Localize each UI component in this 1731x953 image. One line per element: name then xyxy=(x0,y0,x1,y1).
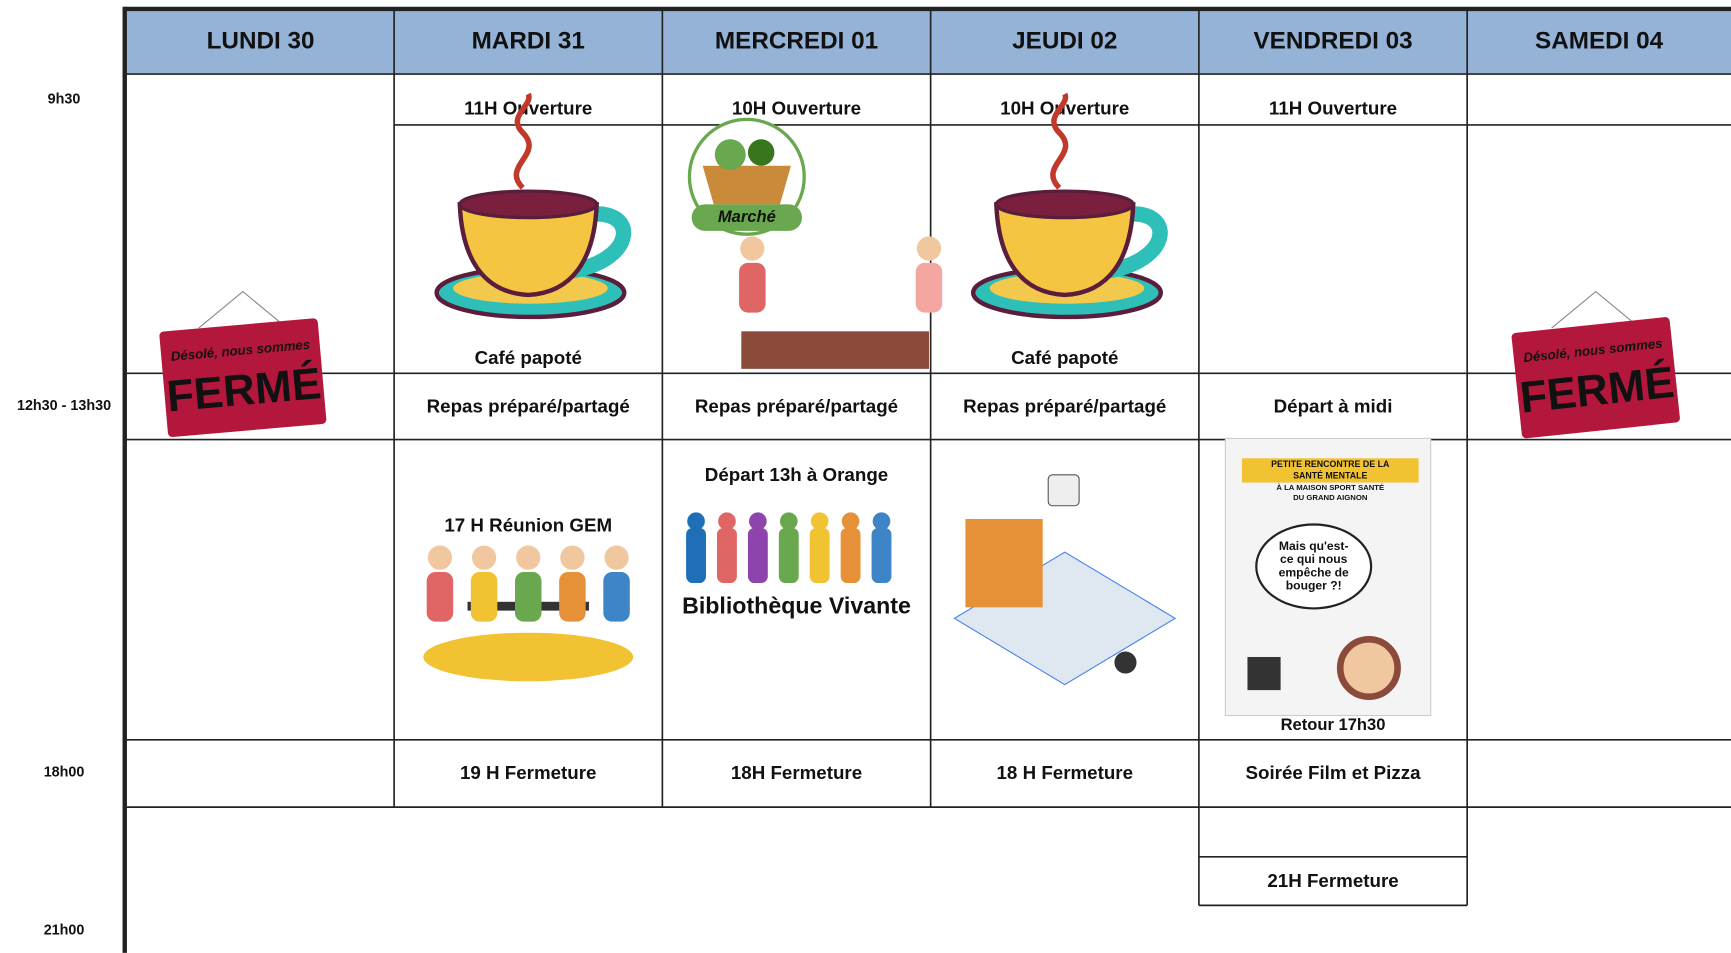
silhouette-head xyxy=(718,512,736,531)
silhouette xyxy=(809,527,830,584)
cell-text: 17 H Réunion GEM xyxy=(444,515,612,536)
coffee xyxy=(994,189,1135,220)
cell-text: 10H Ouverture xyxy=(732,97,861,118)
silhouette-head xyxy=(687,512,705,531)
cell-text: 11H Ouverture xyxy=(464,97,592,118)
person-head xyxy=(740,236,765,261)
cell-text: SANTÉ MENTALE xyxy=(1293,470,1367,480)
cell-text: 12h30 - 13h30 xyxy=(17,398,111,414)
sign-string xyxy=(198,290,288,329)
person-head xyxy=(516,545,541,570)
cell-text: 9h30 xyxy=(48,91,81,107)
cell-text: À LA MAISON SPORT SANTÉ xyxy=(1276,483,1384,492)
silhouette xyxy=(686,527,706,584)
person-body xyxy=(603,571,630,622)
cell-text: 19 H Fermeture xyxy=(460,762,597,783)
coffee xyxy=(458,189,599,220)
sign-string xyxy=(1551,290,1641,329)
cell-text: Café papoté xyxy=(475,347,582,368)
cell-text: Soirée Film et Pizza xyxy=(1245,762,1421,783)
silhouette-head xyxy=(841,512,860,531)
handle xyxy=(570,206,632,279)
person-body xyxy=(514,571,542,622)
cell-text: 11H Ouverture xyxy=(1269,97,1397,118)
cell-text: Repas préparé/partagé xyxy=(963,395,1166,416)
person-head xyxy=(916,236,942,261)
silhouette xyxy=(778,527,799,584)
silhouette xyxy=(747,527,768,584)
handle xyxy=(1107,206,1168,279)
poster-face xyxy=(1336,636,1401,701)
header-row xyxy=(126,8,1731,75)
silhouette-head xyxy=(749,512,767,531)
silhouette-head xyxy=(872,512,891,531)
silhouette-head xyxy=(779,512,798,531)
steam xyxy=(513,92,532,190)
cup-body xyxy=(457,202,599,298)
cell-text: Départ à midi xyxy=(1274,395,1393,416)
sign-board xyxy=(159,318,327,438)
cell-text: DU GRAND AIGNON xyxy=(1293,493,1368,502)
sign-board xyxy=(1511,317,1680,439)
veg xyxy=(747,139,775,166)
cell-text: MERCREDI 01 xyxy=(715,28,878,55)
poster-bubble xyxy=(1255,523,1373,610)
cell-text: VENDREDI 03 xyxy=(1253,28,1412,55)
silhouette xyxy=(871,527,892,584)
cell-text: 18H Fermeture xyxy=(731,762,862,783)
cell-text: PETITE RENCONTRE DE LA xyxy=(1271,459,1390,469)
cell-text: ce qui nous xyxy=(1280,552,1348,566)
cell-text: Retour 17h30 xyxy=(1281,715,1386,734)
rug xyxy=(423,632,634,682)
cell-text: 21H Fermeture xyxy=(1267,870,1398,891)
poster-band xyxy=(1241,458,1419,483)
person-head xyxy=(560,545,585,570)
jenga xyxy=(965,519,1043,608)
coffee-cup xyxy=(434,92,632,320)
person-body xyxy=(915,262,943,313)
cell-text: SAMEDI 04 xyxy=(1535,28,1664,55)
poster-qr xyxy=(1247,656,1281,691)
cell-text: Marché xyxy=(718,207,776,226)
cell-text: 21h00 xyxy=(44,923,85,939)
silhouette xyxy=(840,527,861,584)
person-body xyxy=(470,571,498,622)
cell-text: bouger ?! xyxy=(1286,579,1342,593)
cell-text: Repas préparé/partagé xyxy=(427,395,630,416)
cell-text: Repas préparé/partagé xyxy=(695,395,898,416)
cell-text: 18 H Fermeture xyxy=(997,762,1134,783)
person-body xyxy=(426,571,454,622)
person-head xyxy=(604,545,629,570)
silhouette xyxy=(717,527,737,584)
cell-text: Bibliothèque Vivante xyxy=(682,592,911,618)
silhouette-head xyxy=(810,512,829,531)
cell-text: 10H Ouverture xyxy=(1000,97,1129,118)
person-head xyxy=(471,545,497,570)
person-body xyxy=(559,571,586,622)
cup-body xyxy=(994,202,1136,298)
dice xyxy=(1047,474,1080,507)
counter xyxy=(741,331,929,369)
steam xyxy=(1050,92,1069,190)
person-body xyxy=(739,262,766,313)
coffee-cup xyxy=(970,92,1168,320)
veg xyxy=(714,139,746,171)
cell-text: MARDI 31 xyxy=(472,28,585,55)
cell-text: Café papoté xyxy=(1011,347,1118,368)
token xyxy=(1114,651,1137,674)
cell-text: 18h00 xyxy=(44,765,85,781)
cell-text: empêche de xyxy=(1279,565,1349,579)
market-banner xyxy=(691,204,803,231)
cell-text: Mais qu'est- xyxy=(1279,539,1349,553)
basket xyxy=(702,165,791,205)
cell-text: LUNDI 30 xyxy=(207,28,315,55)
cell-text: JEUDI 02 xyxy=(1012,28,1117,55)
person-head xyxy=(427,545,453,570)
cell-text: Départ 13h à Orange xyxy=(705,464,888,485)
